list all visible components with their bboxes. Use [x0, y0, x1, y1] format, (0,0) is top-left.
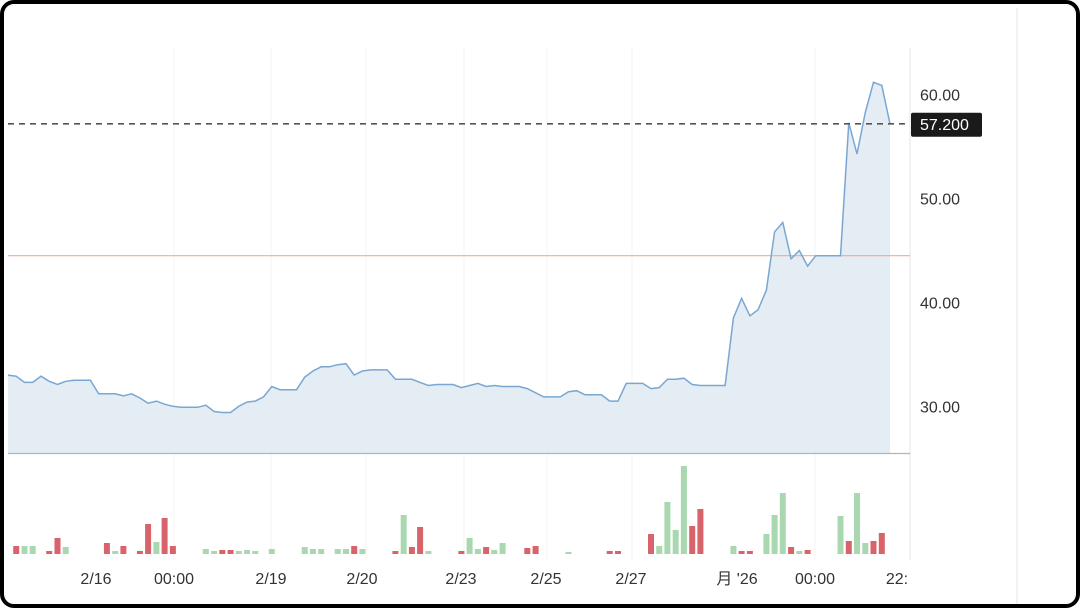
volume-bar	[268, 549, 275, 554]
current-price-tag-label: 57.200	[920, 117, 969, 134]
volume-bar	[738, 551, 745, 554]
volume-bar	[664, 502, 671, 554]
volume-bar	[458, 551, 465, 554]
current-price-tag: 57.200	[911, 112, 982, 137]
price-axis: 30.00 40.00 50.00 60.00	[920, 88, 960, 417]
volume-bar	[779, 493, 786, 554]
volume-bar	[425, 551, 432, 554]
volume-bar	[153, 542, 160, 554]
volume-bar	[845, 541, 852, 554]
time-tick-label: 2/23	[445, 571, 476, 588]
volume-bar	[788, 547, 795, 554]
volume-bar	[46, 551, 53, 554]
price-line[interactable]	[7, 81, 891, 414]
volume-bar	[244, 550, 250, 554]
price-area-fill	[8, 82, 890, 454]
time-tick-label: 00:00	[795, 571, 835, 588]
time-tick-label: 2/27	[615, 571, 646, 588]
volume-bar	[524, 548, 531, 554]
volume-bar	[854, 493, 860, 554]
volume-bar	[483, 547, 490, 554]
price-area	[8, 82, 890, 454]
volume-bar	[235, 551, 242, 554]
volume-bar	[408, 547, 415, 554]
time-tick-label: 2/25	[530, 571, 561, 588]
volume-bar	[697, 509, 704, 554]
time-axis: 2/16 00:00 2/19 2/20 2/23 2/25 2/27 月 '26 00:00 2…	[80, 571, 908, 588]
volume-bar	[870, 541, 877, 554]
volume-bars	[13, 466, 885, 554]
time-tick-label: 月 '26	[716, 571, 757, 588]
volume-bar	[227, 550, 234, 554]
volume-bar	[466, 538, 473, 554]
volume-bar	[13, 546, 20, 554]
volume-bar	[648, 534, 654, 554]
volume-bar	[169, 546, 176, 554]
volume-bar	[310, 549, 316, 554]
volume-bar	[211, 551, 218, 554]
time-tick-label: 22:	[886, 571, 908, 588]
volume-bar	[351, 546, 358, 554]
volume-bar	[606, 551, 613, 554]
volume-bar	[763, 534, 770, 554]
volume-bar	[565, 552, 572, 554]
volume-bar	[837, 516, 844, 554]
grid	[173, 48, 816, 560]
time-tick-label: 00:00	[154, 571, 194, 588]
volume-bar	[252, 551, 259, 554]
volume-bar	[145, 524, 152, 554]
volume-bar	[21, 546, 28, 554]
volume-bar	[878, 533, 885, 554]
volume-bar	[392, 551, 399, 554]
volume-bar	[400, 515, 407, 554]
volume-bar	[112, 551, 119, 554]
volume-bar	[796, 551, 803, 554]
volume-bar	[656, 546, 663, 554]
volume-bar	[862, 543, 869, 554]
volume-bar	[532, 546, 539, 554]
volume-bar	[491, 550, 498, 554]
price-tick-label: 40.00	[920, 295, 960, 312]
volume-bar	[343, 549, 349, 554]
volume-bar	[474, 549, 481, 554]
volume-bar	[301, 547, 308, 554]
volume-bar	[359, 549, 366, 554]
volume-bar	[499, 543, 506, 554]
volume-bar	[202, 549, 209, 554]
volume-bar	[120, 546, 127, 554]
volume-bar	[62, 547, 69, 554]
time-tick-label: 2/19	[255, 571, 286, 588]
volume-bar	[689, 526, 696, 554]
volume-bar	[730, 546, 737, 554]
volume-bar	[615, 551, 621, 554]
price-tick-label: 30.00	[920, 399, 960, 416]
volume-bar	[29, 546, 36, 554]
volume-bar	[136, 551, 143, 554]
volume-bar	[804, 550, 811, 554]
price-tick-label: 60.00	[920, 88, 960, 105]
volume-bar	[318, 549, 325, 554]
volume-bar	[54, 538, 61, 554]
current-price-tag-bg	[911, 112, 982, 137]
volume-bar	[771, 515, 778, 554]
volume-bar	[417, 527, 424, 554]
volume-bar	[103, 543, 110, 554]
volume-bar	[680, 466, 687, 554]
volume-bar	[219, 550, 226, 554]
price-tick-label: 50.00	[920, 192, 960, 209]
time-tick-label: 2/16	[80, 571, 111, 588]
volume-bar	[334, 549, 341, 554]
time-tick-label: 2/20	[346, 571, 377, 588]
volume-bar	[746, 551, 753, 554]
volume-bar	[672, 530, 679, 554]
volume-bar	[161, 518, 168, 554]
